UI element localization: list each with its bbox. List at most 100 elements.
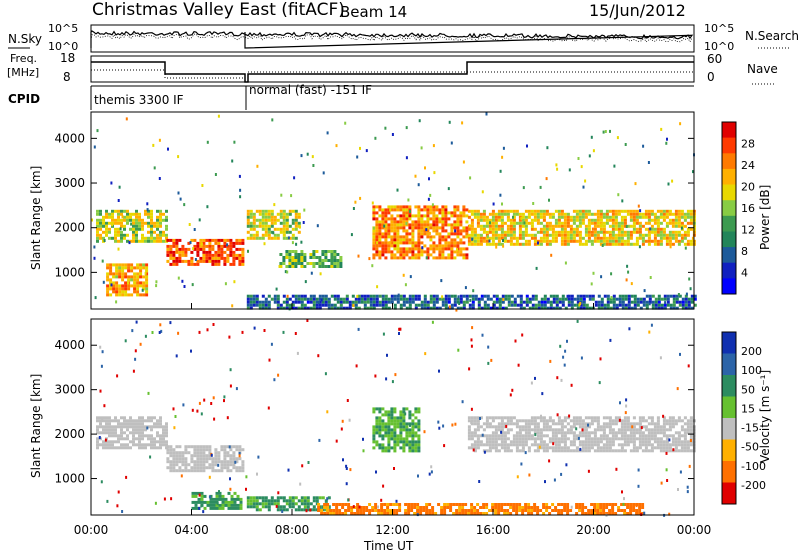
heatmap-cell-band-7 <box>636 303 640 307</box>
heatmap-cell-band-5 <box>599 446 603 450</box>
heatmap-cell-band-5 <box>632 431 636 435</box>
heatmap-scatter-cell <box>182 403 185 407</box>
heatmap-cell-band-7 <box>582 294 586 298</box>
y-tick-label: 3000 <box>54 176 85 190</box>
heatmap-cell-band-2 <box>229 247 233 251</box>
heatmap-cell-band-2 <box>205 238 209 242</box>
heatmap-cell-band-3 <box>288 499 292 503</box>
heatmap-cell-band-1 <box>202 445 206 449</box>
heatmap-cell-band-3 <box>264 230 268 234</box>
heatmap-cell-band-4 <box>387 443 391 447</box>
heatmap-cell-band-6 <box>527 221 531 225</box>
heatmap-scatter-cell <box>619 401 621 405</box>
heatmap-cell-band-6 <box>452 512 456 515</box>
heatmap-cell-band-0 <box>105 230 108 234</box>
heatmap-cell-band-6 <box>422 509 426 512</box>
heatmap-cell-band-5 <box>476 422 480 426</box>
heatmap-cell-band-2 <box>194 494 198 498</box>
heatmap-cell-band-5 <box>509 416 513 420</box>
heatmap-cell-band-2 <box>232 244 236 248</box>
heatmap-cell-band-5 <box>518 434 522 438</box>
heatmap-cell-band-6 <box>503 230 507 234</box>
heatmap-cell-band-2 <box>217 238 221 242</box>
heatmap-cell-band-3 <box>264 218 268 222</box>
heatmap-cell-band-6 <box>617 239 621 243</box>
heatmap-cell-band-4 <box>372 410 376 414</box>
heatmap-cell-band-7 <box>363 303 367 307</box>
heatmap-cell-band-5 <box>399 205 403 209</box>
heatmap-cell-band-3 <box>315 496 319 500</box>
heatmap-cell-band-5 <box>578 431 582 435</box>
heatmap-cell-band-6 <box>665 239 669 243</box>
heatmap-cell-band-1 <box>175 457 179 461</box>
heatmap-cell-band-5 <box>441 253 445 257</box>
heatmap-cell-band-0 <box>156 431 159 435</box>
heatmap-cell-band-6 <box>587 236 591 240</box>
heatmap-cell-band-5 <box>557 443 561 447</box>
heatmap-cell-band-5 <box>456 244 460 248</box>
heatmap-cell-band-5 <box>596 428 600 432</box>
heatmap-cell-band-5 <box>617 431 621 435</box>
heatmap-cell-band-5 <box>435 208 439 212</box>
heatmap-cell-band-1 <box>184 457 188 461</box>
heatmap-cell-band-6 <box>344 503 348 506</box>
heatmap-cell-band-6 <box>644 227 648 231</box>
heatmap-cell-band-0 <box>153 239 156 243</box>
heatmap-cell-band-6 <box>557 230 561 234</box>
heatmap-cell-band-6 <box>533 215 537 219</box>
heatmap-cell-band-5 <box>473 416 477 420</box>
heatmap-cell-band-2 <box>227 500 231 504</box>
heatmap-scatter-cell <box>300 240 303 244</box>
heatmap-cell-band-5 <box>536 431 540 435</box>
heatmap-cell-band-6 <box>554 233 558 237</box>
heatmap-cell-band-4 <box>387 428 391 432</box>
heatmap-cell-band-5 <box>450 241 454 245</box>
heatmap-scatter-cell <box>540 414 542 418</box>
heatmap-cell-band-7 <box>579 303 583 307</box>
heatmap-cell-band-5 <box>659 449 663 453</box>
heatmap-cell-band-2 <box>187 241 191 245</box>
heatmap-scatter-cell <box>294 252 297 256</box>
heatmap-cell-band-6 <box>533 509 537 512</box>
heatmap-cell-band-7 <box>693 294 697 298</box>
heatmap-scatter-cell <box>437 420 440 424</box>
heatmap-cell-band-0 <box>120 230 123 234</box>
heatmap-scatter-cell <box>523 221 526 225</box>
heatmap-cell-band-7 <box>435 306 439 310</box>
heatmap-cell-band-4 <box>414 416 418 420</box>
heatmap-cell-band-4 <box>279 253 283 256</box>
heatmap-cell-band-5 <box>560 425 564 429</box>
heatmap-cell-band-7 <box>510 303 514 307</box>
heatmap-cell-band-5 <box>426 217 430 221</box>
heatmap-cell-band-5 <box>384 220 388 224</box>
heatmap-cell-band-0 <box>117 233 120 237</box>
heatmap-cell-band-7 <box>522 306 526 310</box>
heatmap-cell-band-7 <box>540 297 544 301</box>
heatmap-cell-band-0 <box>102 230 105 234</box>
heatmap-cell-band-2 <box>181 247 185 251</box>
heatmap-cell-band-5 <box>500 419 504 423</box>
heatmap-scatter-cell <box>498 299 501 303</box>
heatmap-cell-band-6 <box>533 212 537 216</box>
heatmap-cell-band-0 <box>150 428 153 432</box>
heatmap-scatter-cell <box>93 245 96 249</box>
heatmap-cell-band-7 <box>546 297 550 301</box>
heatmap-cell-band-5 <box>659 428 663 432</box>
colorbar-swatch <box>722 247 736 264</box>
heatmap-cell-band-5 <box>674 419 678 423</box>
heatmap-cell-band-2 <box>203 500 207 504</box>
heatmap-cell-band-7 <box>612 297 616 301</box>
heatmap-cell-band-5 <box>467 434 471 438</box>
heatmap-cell-band-1 <box>172 466 176 470</box>
heatmap-cell-band-5 <box>542 443 546 447</box>
heatmap-cell-band-3 <box>294 496 298 500</box>
heatmap-cell-band-5 <box>506 422 510 426</box>
heatmap-cell-band-6 <box>671 230 675 234</box>
heatmap-cell-band-3 <box>270 502 274 506</box>
heatmap-cell-band-6 <box>638 230 642 234</box>
heatmap-cell-band-3 <box>267 505 271 509</box>
heatmap-cell-band-5 <box>566 422 570 426</box>
heatmap-cell-band-3 <box>249 221 253 225</box>
heatmap-cell-band-6 <box>629 506 633 509</box>
heatmap-cell-band-5 <box>447 256 451 260</box>
